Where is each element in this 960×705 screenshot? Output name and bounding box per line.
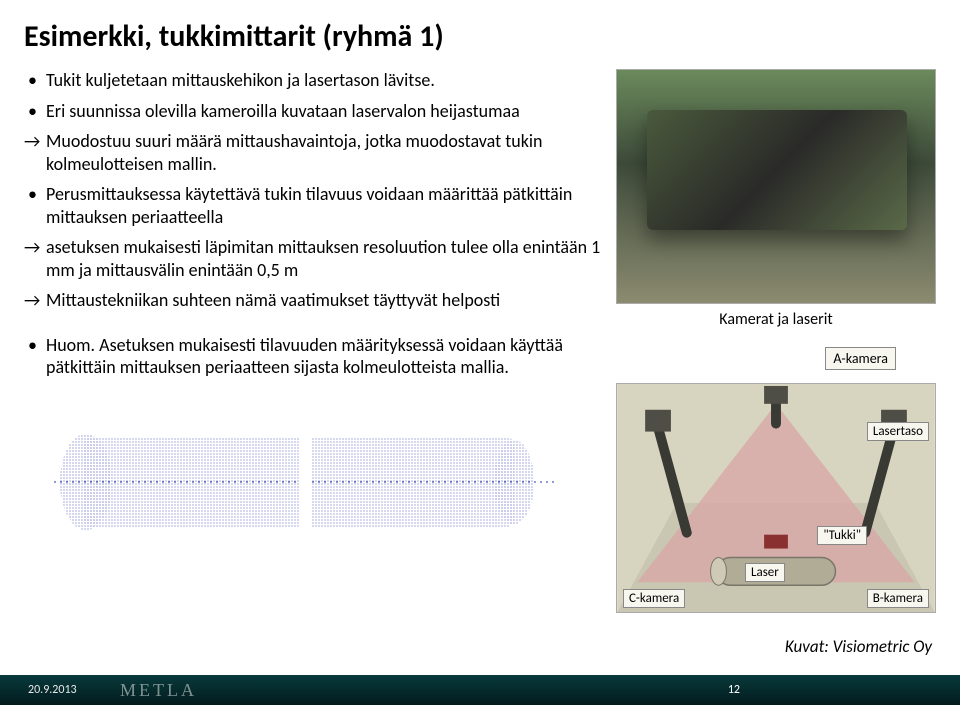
log-pointcloud-svg: [24, 387, 584, 577]
image-credit: Kuvat: Visiometric Oy: [785, 636, 932, 657]
bullet: Huom. Asetuksen mukaisesti tilavuuden mä…: [24, 334, 604, 379]
footer: 20.9.2013 METLA 12: [0, 675, 960, 705]
left-column: Tukit kuljetetaan mittauskehikon ja lase…: [24, 69, 604, 613]
bullet-arrow: Muodostuu suuri määrä mittaushavaintoja,…: [24, 130, 604, 175]
c-kamera-label: C-kamera: [623, 589, 685, 608]
bullet: Perusmittauksessa käytettävä tukin tilav…: [24, 183, 604, 228]
right-column: Kamerat ja laserit A-kamera: [616, 69, 936, 613]
footer-date: 20.9.2013: [0, 683, 120, 697]
bullet-list-1: Tukit kuljetetaan mittauskehikon ja lase…: [24, 69, 604, 312]
bullet: Eri suunnissa olevilla kameroilla kuvata…: [24, 100, 604, 123]
laser-diagram: Lasertaso "Tukki" Laser C-kamera B-kamer…: [616, 383, 936, 613]
footer-page-number: 12: [728, 683, 740, 697]
bullet-list-2: Huom. Asetuksen mukaisesti tilavuuden mä…: [24, 334, 604, 379]
bullet-arrow: asetuksen mukaisesti läpimitan mittaukse…: [24, 236, 604, 281]
slide: Esimerkki, tukkimittarit (ryhmä 1) Tukit…: [0, 0, 960, 705]
lasertaso-label: Lasertaso: [867, 422, 929, 441]
laser-label: Laser: [745, 563, 785, 582]
machine-photo: [616, 69, 936, 304]
bullet-arrow: Mittaustekniikan suhteen nämä vaatimukse…: [24, 289, 604, 312]
slide-title: Esimerkki, tukkimittarit (ryhmä 1): [24, 18, 936, 55]
log-pointcloud-diagram: [24, 387, 584, 577]
b-kamera-label: B-kamera: [867, 589, 929, 608]
tukki-label: "Tukki": [817, 526, 867, 545]
footer-logo: METLA: [120, 680, 960, 701]
a-kamera-label: A-kamera: [825, 347, 896, 370]
bullet: Tukit kuljetetaan mittauskehikon ja lase…: [24, 69, 604, 92]
content-row: Tukit kuljetetaan mittauskehikon ja lase…: [24, 69, 936, 613]
photo-caption: Kamerat ja laserit: [616, 310, 936, 329]
